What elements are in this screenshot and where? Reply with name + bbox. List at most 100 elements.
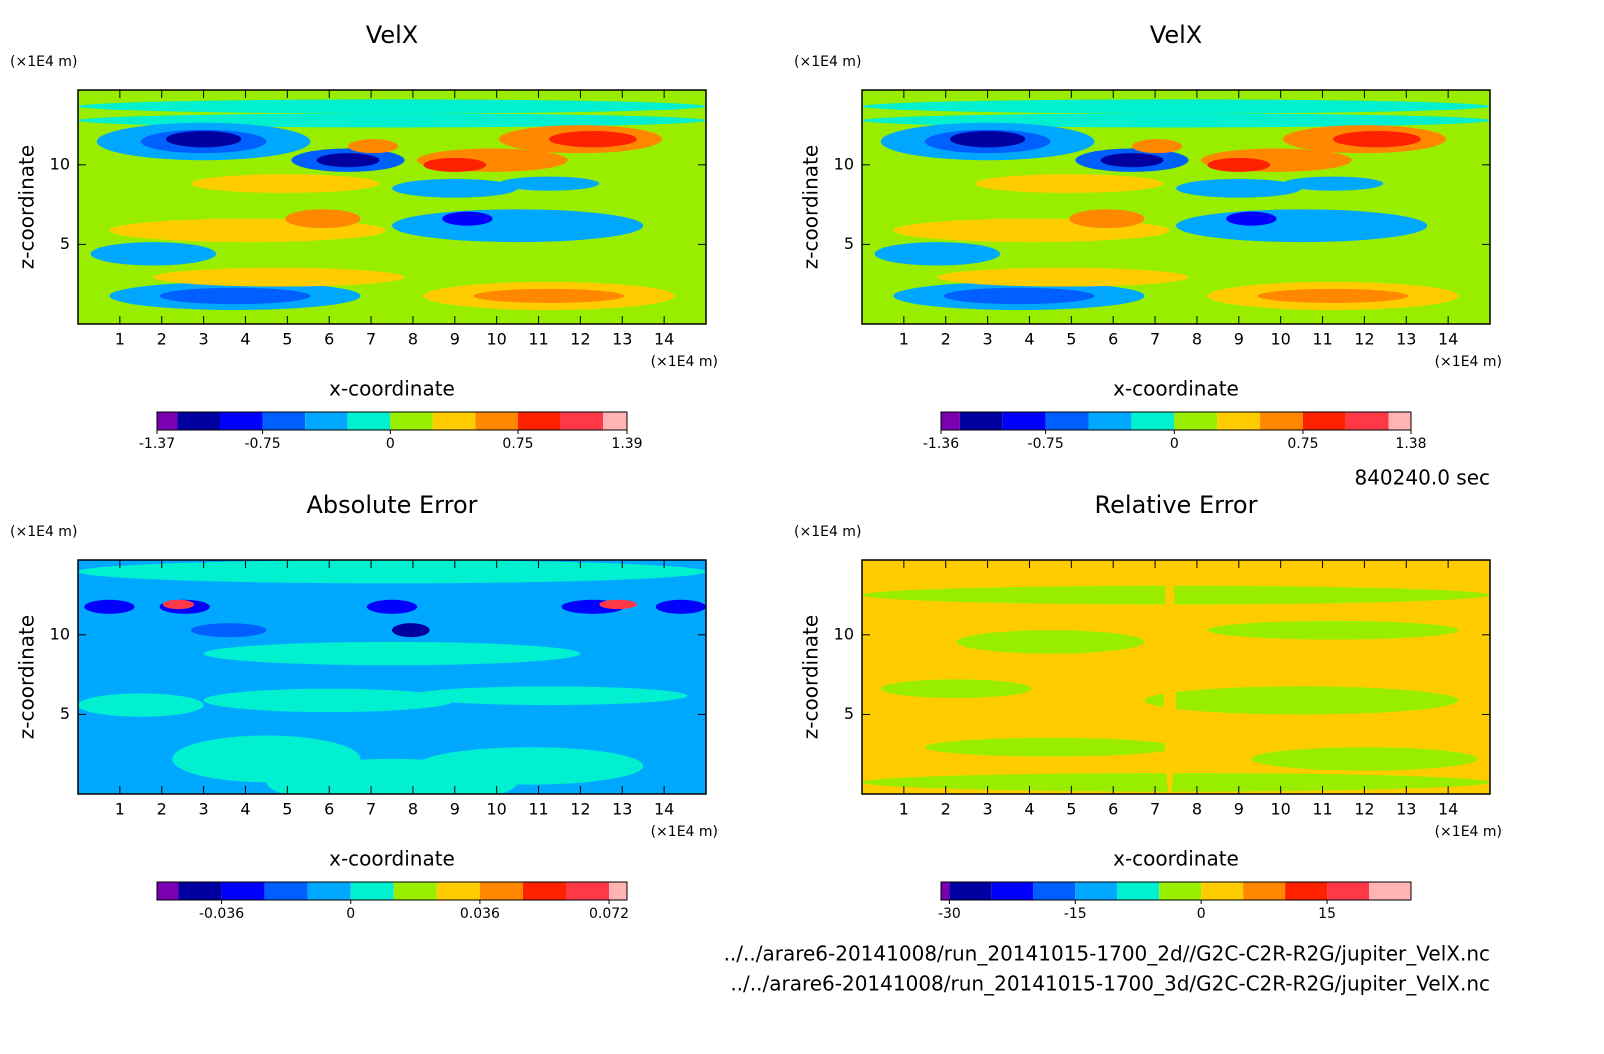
x-tick-label: 9 [1234, 330, 1244, 349]
contour-region [1251, 747, 1478, 771]
x-tick-label: 3 [983, 800, 993, 819]
x-tick-label: 2 [941, 330, 951, 349]
contour-region [78, 693, 204, 717]
x-tick-label: 3 [199, 800, 209, 819]
colorbar-segment [479, 882, 523, 900]
x-tick-label: 6 [1108, 800, 1118, 819]
x-tick-label: 12 [570, 800, 590, 819]
colorbar-segment [436, 882, 480, 900]
panel-title: Relative Error [1095, 491, 1258, 519]
axis-unit: (×1E4 m) [651, 824, 718, 840]
colorbar-tick-label: 0.072 [589, 906, 629, 922]
x-tick-label: 9 [450, 800, 460, 819]
x-tick-label: 1 [115, 800, 125, 819]
x-tick-label: 8 [408, 800, 418, 819]
colorbar-segment [1075, 882, 1118, 900]
y-tick-label: 10 [834, 624, 854, 643]
x-tick-label: 6 [1108, 330, 1118, 349]
colorbar-segment [177, 412, 221, 430]
colorbar-segment [1285, 882, 1328, 900]
colorbar-segment [1174, 412, 1218, 430]
contour-region [84, 599, 135, 614]
colorbar-tick-label: -30 [938, 906, 961, 922]
y-tick-label: 5 [60, 704, 70, 723]
x-tick-label: 11 [1312, 330, 1332, 349]
x-tick-label: 7 [1150, 330, 1160, 349]
x-tick-label: 8 [1192, 330, 1202, 349]
contour-region [191, 623, 267, 638]
x-tick-label: 13 [612, 330, 632, 349]
colorbar-segment [350, 882, 394, 900]
contour-region [392, 623, 430, 638]
colorbar-frame [940, 881, 1412, 901]
contour-region [442, 211, 493, 226]
colorbar-segment [941, 882, 950, 900]
contour-region [316, 153, 380, 168]
x-axis-label: x-coordinate [1113, 377, 1239, 401]
contour-region [78, 560, 706, 584]
x-tick-label: 4 [240, 800, 250, 819]
colorbar-tick-label: 0 [1170, 436, 1179, 452]
contour-region [880, 679, 1032, 699]
colorbar-segment [1088, 412, 1132, 430]
x-tick-label: 5 [1066, 330, 1076, 349]
x-tick-label: 7 [366, 330, 376, 349]
contour-region [423, 157, 487, 172]
colorbar-segment [959, 412, 1003, 430]
contour-region [1207, 157, 1271, 172]
x-tick-label: 13 [1396, 800, 1416, 819]
y-tick-label: 10 [50, 624, 70, 643]
x-tick-label: 14 [654, 330, 674, 349]
colorbar-frame [156, 411, 628, 431]
axis-unit: (×1E4 m) [10, 54, 77, 70]
contour-region [165, 130, 242, 148]
colorbar-segment [347, 412, 391, 430]
contour-region [862, 585, 1490, 605]
contour-region [862, 772, 1490, 792]
x-tick-label: 10 [1270, 800, 1290, 819]
colorbar-tick-label: 0.75 [502, 436, 533, 452]
colorbar-tick-label: 1.39 [611, 436, 642, 452]
contour-region [862, 99, 1490, 114]
contour-region [366, 599, 418, 614]
x-tick-label: 9 [450, 330, 460, 349]
contour-region [285, 209, 361, 229]
x-tick-label: 8 [408, 330, 418, 349]
colorbar-segment [518, 412, 561, 430]
colorbar-segment [1117, 882, 1160, 900]
colorbar-segment [157, 882, 179, 900]
colorbar-tick-label: 0 [1197, 906, 1206, 922]
contour-region [943, 287, 1095, 305]
contour-field [78, 560, 706, 794]
axis-unit: (×1E4 m) [794, 524, 861, 540]
colorbar-tick-label: 1.38 [1395, 436, 1426, 452]
contour-region [1176, 209, 1428, 243]
x-axis-label: x-coordinate [329, 377, 455, 401]
colorbar-frame [156, 881, 628, 901]
y-tick-label: 5 [60, 234, 70, 253]
colorbar-segment [1369, 882, 1411, 900]
plot-frame [77, 559, 707, 795]
colorbar-segment [1131, 412, 1175, 430]
contour-region [391, 209, 644, 243]
colorbar-segment [262, 412, 306, 430]
contour-region [410, 686, 688, 706]
contour-region [1333, 130, 1421, 148]
colorbar-frame [940, 411, 1412, 431]
panel: Relative Error (×1E4 m) (×1E4 m) x-coordina… [794, 491, 1502, 922]
contour-region [549, 130, 637, 148]
colorbar-segment [949, 882, 992, 900]
colorbar-segment [1201, 882, 1244, 900]
contour-region [78, 99, 706, 114]
x-tick-label: 14 [1438, 330, 1458, 349]
x-tick-label: 9 [1234, 800, 1244, 819]
x-tick-label: 3 [983, 330, 993, 349]
colorbar-tick-label: 0.75 [1287, 436, 1318, 452]
contour-region [90, 242, 217, 266]
colorbar-tick-label: -1.37 [139, 436, 175, 452]
colorbar-segment [941, 412, 960, 430]
x-tick-label: 14 [654, 800, 674, 819]
file-path: ../../arare6-20141008/run_20141015-1700_… [724, 942, 1490, 966]
x-tick-label: 4 [1024, 800, 1034, 819]
